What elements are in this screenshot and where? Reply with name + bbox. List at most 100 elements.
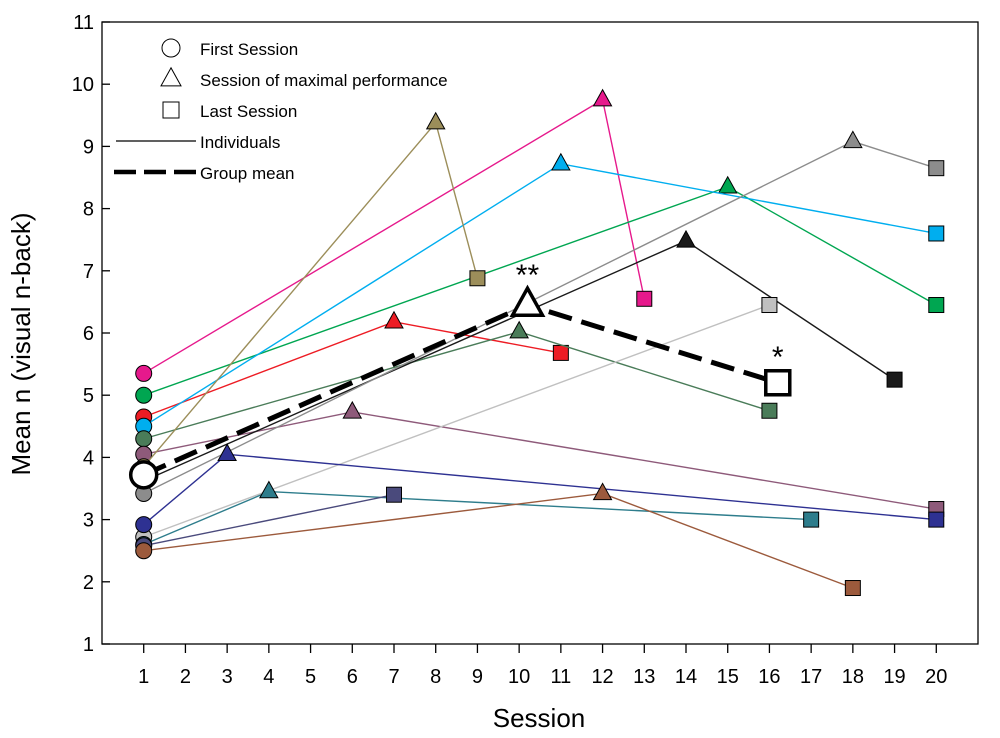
legend-square-icon xyxy=(162,101,180,119)
x-axis-title: Session xyxy=(493,703,586,733)
x-tick-label: 10 xyxy=(508,666,530,688)
last-session-point xyxy=(803,511,820,528)
max-performance-point xyxy=(843,130,863,149)
x-tick-label: 18 xyxy=(842,666,864,688)
series-line xyxy=(143,304,770,538)
x-tick-label: 13 xyxy=(633,666,655,688)
legend-label: Individuals xyxy=(200,133,280,152)
series-layer xyxy=(135,88,945,597)
significance-annotation: ** xyxy=(516,259,540,292)
last-session-point xyxy=(386,486,402,503)
y-tick-label: 5 xyxy=(83,385,94,407)
series-individual xyxy=(135,310,569,426)
legend-entry: Session of maximal performance xyxy=(160,66,448,90)
x-tick-label: 16 xyxy=(758,666,780,688)
legend-label: Session of maximal performance xyxy=(200,71,448,90)
series-individual xyxy=(135,400,945,518)
series-line xyxy=(143,121,479,468)
x-tick-label: 14 xyxy=(675,666,697,688)
series-individual xyxy=(135,480,820,553)
last-session-point xyxy=(928,160,945,177)
x-tick-label: 4 xyxy=(263,666,274,688)
max-performance-point xyxy=(592,482,613,501)
y-tick-label: 9 xyxy=(83,136,94,158)
group-mean-last-point xyxy=(764,369,792,397)
legend-entry: Individuals xyxy=(116,133,280,152)
last-session-point xyxy=(928,511,945,528)
last-session-point xyxy=(469,270,486,287)
max-performance-point xyxy=(676,229,696,248)
y-tick-label: 1 xyxy=(83,634,94,656)
x-tick-label: 7 xyxy=(388,666,399,688)
first-session-point xyxy=(135,430,153,448)
series-individual xyxy=(135,443,945,534)
last-session-point xyxy=(552,344,569,361)
legend-label: Group mean xyxy=(200,164,295,183)
x-tick-label: 2 xyxy=(180,666,191,688)
series-line xyxy=(143,494,395,547)
group-mean-max-point xyxy=(509,284,546,318)
x-tick-label: 5 xyxy=(305,666,316,688)
x-tick-label: 8 xyxy=(430,666,441,688)
y-tick-label: 10 xyxy=(72,74,94,96)
last-session-point xyxy=(886,371,903,388)
series-line xyxy=(143,331,770,440)
last-session-point xyxy=(844,580,861,597)
x-tick-label: 6 xyxy=(347,666,358,688)
x-tick-label: 12 xyxy=(591,666,613,688)
y-tick-label: 2 xyxy=(83,572,94,594)
legend-circle-icon xyxy=(161,38,181,58)
series-line xyxy=(143,492,854,589)
x-tick-label: 1 xyxy=(138,666,149,688)
max-performance-point xyxy=(217,443,237,461)
series-individual xyxy=(135,152,945,435)
legend-label: Last Session xyxy=(200,102,297,121)
max-performance-point xyxy=(259,480,279,499)
legend-triangle-icon xyxy=(160,66,182,87)
last-session-point xyxy=(761,402,778,419)
legend-label: First Session xyxy=(200,40,298,59)
series-individual xyxy=(135,175,945,404)
first-session-point xyxy=(135,364,153,382)
series-individual xyxy=(135,320,778,448)
group-mean-layer: *** xyxy=(128,259,792,490)
y-tick-label: 6 xyxy=(83,323,94,345)
x-tick-label: 3 xyxy=(222,666,233,688)
legend: First Session Session of maximal performa… xyxy=(114,38,448,183)
x-tick-label: 9 xyxy=(472,666,483,688)
series-individual xyxy=(135,88,653,382)
last-session-point xyxy=(761,297,778,314)
x-tick-label: 20 xyxy=(925,666,947,688)
series-line xyxy=(143,163,937,427)
y-axis-title: Mean n (visual n-back) xyxy=(6,213,36,476)
max-performance-point xyxy=(509,320,529,339)
significance-annotation: * xyxy=(772,341,784,374)
max-performance-point xyxy=(551,152,571,171)
y-tick-label: 3 xyxy=(83,510,94,532)
y-tick-label: 7 xyxy=(83,261,94,283)
y-tick-label: 8 xyxy=(83,199,94,221)
max-performance-point xyxy=(342,400,363,419)
x-tick-label: 19 xyxy=(883,666,905,688)
x-tick-label: 15 xyxy=(717,666,739,688)
max-performance-point xyxy=(384,310,404,329)
legend-entry: First Session xyxy=(161,38,298,59)
x-tick-label: 17 xyxy=(800,666,822,688)
max-performance-point xyxy=(425,111,446,130)
group-mean-line xyxy=(142,302,779,478)
series-line xyxy=(143,186,937,396)
group-mean-first-point xyxy=(128,460,159,490)
first-session-point xyxy=(135,386,153,404)
first-session-point xyxy=(135,542,153,560)
y-tick-label: 11 xyxy=(73,12,94,34)
legend-entry: Group mean xyxy=(114,164,295,183)
y-tick-label: 4 xyxy=(83,447,94,469)
series-individual xyxy=(135,130,945,502)
max-performance-point xyxy=(717,175,738,194)
series-individual xyxy=(135,482,861,597)
x-tick-label: 11 xyxy=(550,666,571,688)
last-session-point xyxy=(636,290,653,307)
first-session-point xyxy=(135,516,153,534)
